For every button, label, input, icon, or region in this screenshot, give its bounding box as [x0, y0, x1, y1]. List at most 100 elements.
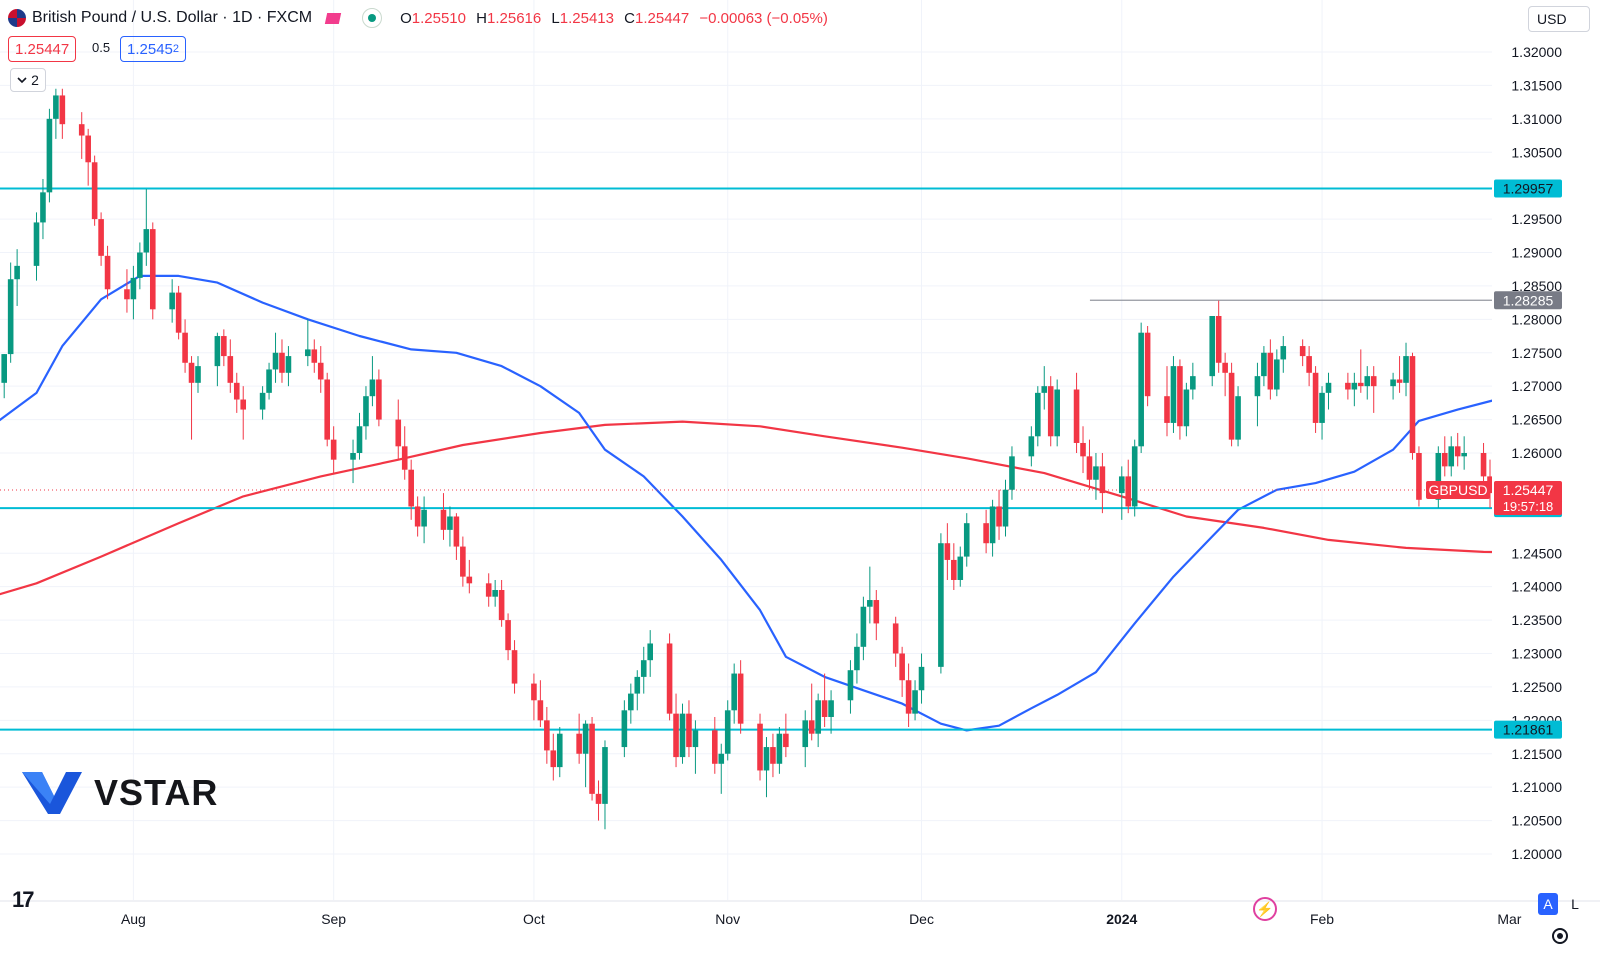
candle-down — [1164, 366, 1170, 437]
candle-body — [492, 590, 498, 597]
candle-down — [233, 372, 240, 413]
candle-body — [944, 543, 951, 560]
candle-up — [143, 189, 150, 266]
candle-up — [556, 727, 563, 778]
candle-down — [453, 513, 460, 560]
candle-body — [1086, 456, 1093, 480]
candle-body — [1183, 389, 1190, 427]
candle-up — [918, 653, 925, 704]
level-price-tag-bg — [1494, 720, 1562, 739]
candle-body — [757, 723, 763, 771]
candle-body — [1448, 446, 1455, 467]
candle-body — [453, 516, 460, 547]
candle-up — [195, 356, 201, 393]
candle-up — [957, 546, 964, 587]
candle-body — [137, 252, 143, 278]
candle-body — [1312, 372, 1319, 423]
candle-down — [589, 716, 595, 801]
candle-body — [737, 673, 744, 724]
price-tick-label: 1.32000 — [1511, 44, 1562, 60]
close-value: 1.25447 — [635, 9, 690, 27]
candle-up — [259, 386, 266, 420]
candle-down — [1177, 359, 1183, 440]
candle-down — [466, 559, 473, 594]
candle-up — [369, 356, 376, 407]
candle-up — [1170, 356, 1177, 433]
candle-up — [492, 579, 498, 607]
candle-down — [414, 496, 421, 537]
level-price-tag: 1.29957 — [1494, 179, 1562, 198]
candle-body — [1190, 376, 1196, 390]
candle-down — [821, 673, 828, 728]
candle-up — [447, 506, 453, 547]
candle-down — [737, 660, 744, 734]
candle-body — [182, 332, 188, 363]
candle-down — [401, 426, 408, 480]
candle-body — [91, 162, 98, 220]
candle-body — [1274, 359, 1280, 390]
candle-body — [401, 446, 408, 470]
candle-body — [1041, 386, 1048, 393]
candle-down — [996, 489, 1002, 540]
candle-body — [143, 229, 150, 253]
candle-down — [1228, 362, 1235, 447]
low-value: 1.25413 — [559, 9, 614, 27]
candle-body — [363, 396, 369, 427]
last-price-value: 1.25447 — [1503, 482, 1554, 498]
candle-up — [1035, 386, 1041, 447]
candle-up — [1190, 362, 1196, 400]
indicator-legend-toggle[interactable]: 2 — [10, 68, 46, 92]
candle-down — [673, 693, 679, 768]
candle-body — [240, 399, 247, 410]
currency-selector[interactable]: USD — [1528, 6, 1590, 32]
candle-body — [963, 523, 970, 557]
candle-body — [1209, 315, 1216, 377]
candle-down — [944, 523, 951, 580]
candle-body — [989, 506, 996, 544]
candle-body — [1222, 362, 1228, 373]
candle-body — [673, 713, 679, 758]
log-scale-button[interactable]: L — [1571, 896, 1579, 912]
time-tick-label: Feb — [1310, 911, 1334, 927]
sell-price-button[interactable]: 1.25447 — [8, 36, 77, 62]
candle-body — [408, 469, 414, 507]
tradingview-logo-icon[interactable]: 17 — [12, 887, 35, 912]
candle-down — [1454, 432, 1461, 467]
candle-body — [854, 646, 860, 671]
candle-down — [91, 155, 98, 226]
candle-down — [104, 245, 111, 300]
price-tick-label: 1.31500 — [1511, 77, 1562, 93]
symbol-title[interactable]: British Pound / U.S. Dollar · 1D · FXCM — [32, 9, 313, 26]
symbol-header: British Pound / U.S. Dollar · 1D · FXCM … — [8, 6, 828, 30]
candle-down — [511, 640, 518, 694]
candle-body — [589, 723, 595, 794]
candle-down — [221, 329, 227, 367]
candle-up — [724, 700, 731, 761]
candle-up — [1274, 349, 1280, 397]
level-price-tag-text: 1.28285 — [1503, 292, 1554, 308]
settings-gear-icon[interactable] — [1552, 928, 1568, 944]
candle-body — [1131, 446, 1138, 507]
buy-price-button[interactable]: 1.2545 2 — [120, 36, 187, 62]
candle-body — [1093, 466, 1099, 480]
candle-up — [1364, 366, 1371, 400]
candle-up — [1209, 315, 1216, 387]
price-tick-label: 1.23000 — [1511, 646, 1562, 662]
candle-up — [731, 663, 737, 724]
candle-down — [1267, 339, 1274, 400]
candle-body — [279, 352, 285, 373]
market-status-icon[interactable] — [362, 8, 383, 28]
marker-flag-icon[interactable] — [324, 12, 342, 24]
candle-up — [718, 743, 725, 794]
candle-down — [905, 663, 912, 728]
candle-up — [363, 386, 369, 440]
candle-body — [85, 135, 91, 163]
candle-body — [815, 700, 821, 734]
candle-body — [1267, 352, 1274, 390]
lightning-icon[interactable]: ⚡ — [1253, 897, 1277, 921]
candle-body — [1299, 346, 1306, 357]
candle-body — [188, 362, 195, 383]
candle-up — [628, 683, 634, 724]
auto-scale-button[interactable]: A — [1538, 893, 1558, 915]
